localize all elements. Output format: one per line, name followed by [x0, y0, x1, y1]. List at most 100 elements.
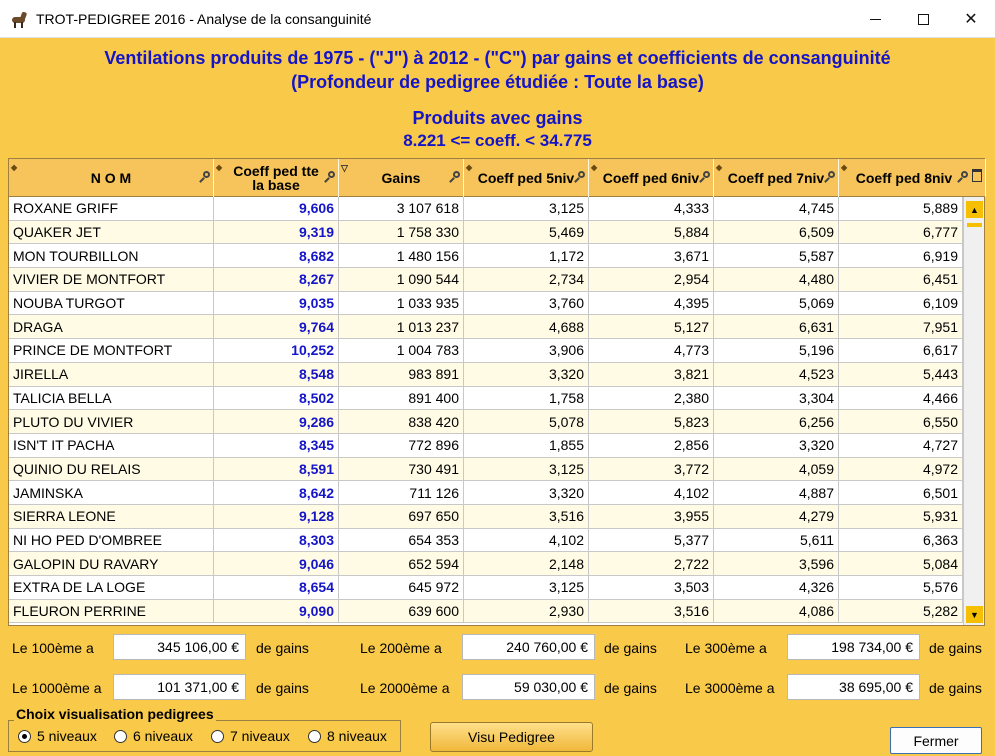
table-cell: TALICIA BELLA: [9, 386, 214, 410]
scroll-thumb[interactable]: [967, 223, 982, 227]
minimize-button[interactable]: [851, 0, 899, 38]
radio-6-niveaux[interactable]: 6 niveaux: [114, 728, 193, 744]
col-header-coeff-5niv[interactable]: ◆ Coeff ped 5niv: [464, 159, 589, 197]
table-cell: 711 126: [339, 481, 464, 504]
table-row[interactable]: QUINIO DU RELAIS 8,591 730 491 3,125 3,772 4,…: [9, 457, 963, 482]
delete-icon[interactable]: [972, 169, 982, 182]
table-cell: 8,654: [214, 576, 339, 599]
radio-selected-icon[interactable]: [18, 729, 31, 743]
table-cell: 4,480: [714, 268, 839, 291]
col-header-coeff-8niv[interactable]: ◆ Coeff ped 8niv: [839, 159, 986, 197]
table-cell: 4,279: [714, 504, 839, 528]
table-cell: 8,267: [214, 268, 339, 291]
search-icon[interactable]: [697, 170, 711, 184]
table-cell: 8,345: [214, 433, 339, 457]
rank-2000-label: Le 2000ème a: [360, 680, 450, 696]
table-row[interactable]: FLEURON PERRINE 9,090 639 600 2,930 3,516 4,0…: [9, 599, 963, 624]
table-row[interactable]: NI HO PED D'OMBREE 8,303 654 353 4,102 5,377…: [9, 528, 963, 553]
radio-8-niveaux[interactable]: 8 niveaux: [308, 728, 387, 744]
close-window-button[interactable]: ✕: [947, 0, 995, 38]
table-row[interactable]: EXTRA DE LA LOGE 8,654 645 972 3,125 3,503 4,…: [9, 576, 963, 600]
table-cell: 1,758: [464, 386, 589, 410]
title-bar: TROT-PEDIGREE 2016 - Analyse de la consa…: [0, 0, 995, 38]
col-label: Coeff ped 6niv: [602, 170, 700, 186]
table-cell: 5,078: [464, 410, 589, 433]
table-cell: 6,777: [839, 220, 963, 244]
table-row[interactable]: TALICIA BELLA 8,502 891 400 1,758 2,380 3,304…: [9, 386, 963, 411]
visu-pedigree-button[interactable]: Visu Pedigree: [430, 722, 593, 752]
col-header-coeff-6niv[interactable]: ◆ Coeff ped 6niv: [589, 159, 714, 197]
table-cell: 9,319: [214, 220, 339, 244]
table-cell: FLEURON PERRINE: [9, 599, 214, 623]
scroll-down-icon[interactable]: ▼: [966, 606, 983, 623]
heading-depth: (Profondeur de pedigree étudiée : Toute …: [291, 72, 704, 92]
col-header-gains[interactable]: ▽ Gains: [339, 159, 464, 197]
table-cell: 4,773: [589, 339, 714, 362]
maximize-button[interactable]: [899, 0, 947, 38]
table-cell: 6,919: [839, 244, 963, 268]
table-cell: 730 491: [339, 457, 464, 481]
table-row[interactable]: JAMINSKA 8,642 711 126 3,320 4,102 4,887 6,501: [9, 481, 963, 505]
table-cell: 4,745: [714, 197, 839, 220]
col-label: Gains: [381, 170, 421, 186]
radio-icon[interactable]: [114, 729, 127, 743]
heading-ventilation: Ventilations produits de 1975 - ("J") à …: [104, 48, 891, 68]
rank-100-field[interactable]: 345 106,00 €: [113, 634, 246, 660]
table-cell: QUINIO DU RELAIS: [9, 457, 214, 481]
table-row[interactable]: MON TOURBILLON 8,682 1 480 156 1,172 3,671 5,…: [9, 244, 963, 269]
table-cell: 6,501: [839, 481, 963, 504]
radio-icon[interactable]: [308, 729, 321, 743]
table-cell: 5,084: [839, 552, 963, 575]
scroll-up-icon[interactable]: ▲: [966, 201, 983, 218]
table-cell: 1 004 783: [339, 339, 464, 362]
table-cell: 6,363: [839, 528, 963, 552]
table-row[interactable]: DRAGA 9,764 1 013 237 4,688 5,127 6,631 7,951: [9, 315, 963, 340]
search-icon[interactable]: [322, 170, 336, 184]
rank-200-field[interactable]: 240 760,00 €: [462, 634, 595, 660]
radio-5-niveaux[interactable]: 5 niveaux: [18, 728, 97, 744]
col-header-coeff-base[interactable]: ◆ Coeff ped tte la base: [214, 159, 339, 197]
table-cell: 3,125: [464, 197, 589, 220]
table-cell: 3,125: [464, 576, 589, 599]
rank-1000-field[interactable]: 101 371,00 €: [113, 674, 246, 700]
col-header-coeff-7niv[interactable]: ◆ Coeff ped 7niv: [714, 159, 839, 197]
table-row[interactable]: JIRELLA 8,548 983 891 3,320 3,821 4,523 5,443: [9, 362, 963, 387]
rank-200-label: Le 200ème a: [360, 640, 442, 656]
table-row[interactable]: VIVIER DE MONTFORT 8,267 1 090 544 2,734 2,9…: [9, 268, 963, 292]
table-row[interactable]: SIERRA LEONE 9,128 697 650 3,516 3,955 4,279 5…: [9, 504, 963, 529]
table-cell: GALOPIN DU RAVARY: [9, 552, 214, 575]
search-icon[interactable]: [955, 170, 969, 184]
radio-7-niveaux[interactable]: 7 niveaux: [211, 728, 290, 744]
table-row[interactable]: GALOPIN DU RAVARY 9,046 652 594 2,148 2,722 3…: [9, 552, 963, 576]
table-row[interactable]: PRINCE DE MONTFORT 10,252 1 004 783 3,906 4,…: [9, 339, 963, 363]
table-row[interactable]: PLUTO DU VIVIER 9,286 838 420 5,078 5,823 6,2…: [9, 410, 963, 434]
table-row[interactable]: ISN'T IT PACHA 8,345 772 896 1,855 2,856 3,32…: [9, 433, 963, 458]
rank-300-label: Le 300ème a: [685, 640, 767, 656]
table-cell: 6,109: [839, 291, 963, 315]
table-cell: 5,823: [589, 410, 714, 433]
search-icon[interactable]: [572, 170, 586, 184]
rank-2000-field[interactable]: 59 030,00 €: [462, 674, 595, 700]
gains-suffix: de gains: [604, 640, 657, 656]
table-body: ROXANE GRIFF 9,606 3 107 618 3,125 4,333 4,74…: [9, 197, 963, 624]
search-icon[interactable]: [822, 170, 836, 184]
table-cell: 4,523: [714, 362, 839, 386]
table-cell: 3,760: [464, 291, 589, 315]
table-cell: 4,688: [464, 315, 589, 339]
table-cell: 6,509: [714, 220, 839, 244]
rank-300-field[interactable]: 198 734,00 €: [787, 634, 920, 660]
table-row[interactable]: QUAKER JET 9,319 1 758 330 5,469 5,884 6,509 6…: [9, 220, 963, 245]
radio-label: 8 niveaux: [327, 728, 387, 744]
table-scrollbar[interactable]: ▲ ▼: [963, 197, 984, 625]
col-header-nom[interactable]: ◆ N O M: [9, 159, 214, 197]
search-icon[interactable]: [447, 170, 461, 184]
table-row[interactable]: NOUBA TURGOT 9,035 1 033 935 3,760 4,395 5,06…: [9, 291, 963, 316]
table-cell: 8,502: [214, 386, 339, 410]
pedigree-choice-title: Choix visualisation pedigrees: [14, 706, 216, 722]
fermer-button[interactable]: Fermer: [890, 727, 982, 754]
rank-3000-field[interactable]: 38 695,00 €: [787, 674, 920, 700]
table-row[interactable]: ROXANE GRIFF 9,606 3 107 618 3,125 4,333 4,74…: [9, 197, 963, 221]
search-icon[interactable]: [197, 170, 211, 184]
radio-icon[interactable]: [211, 729, 224, 743]
table-cell: 1,855: [464, 433, 589, 457]
